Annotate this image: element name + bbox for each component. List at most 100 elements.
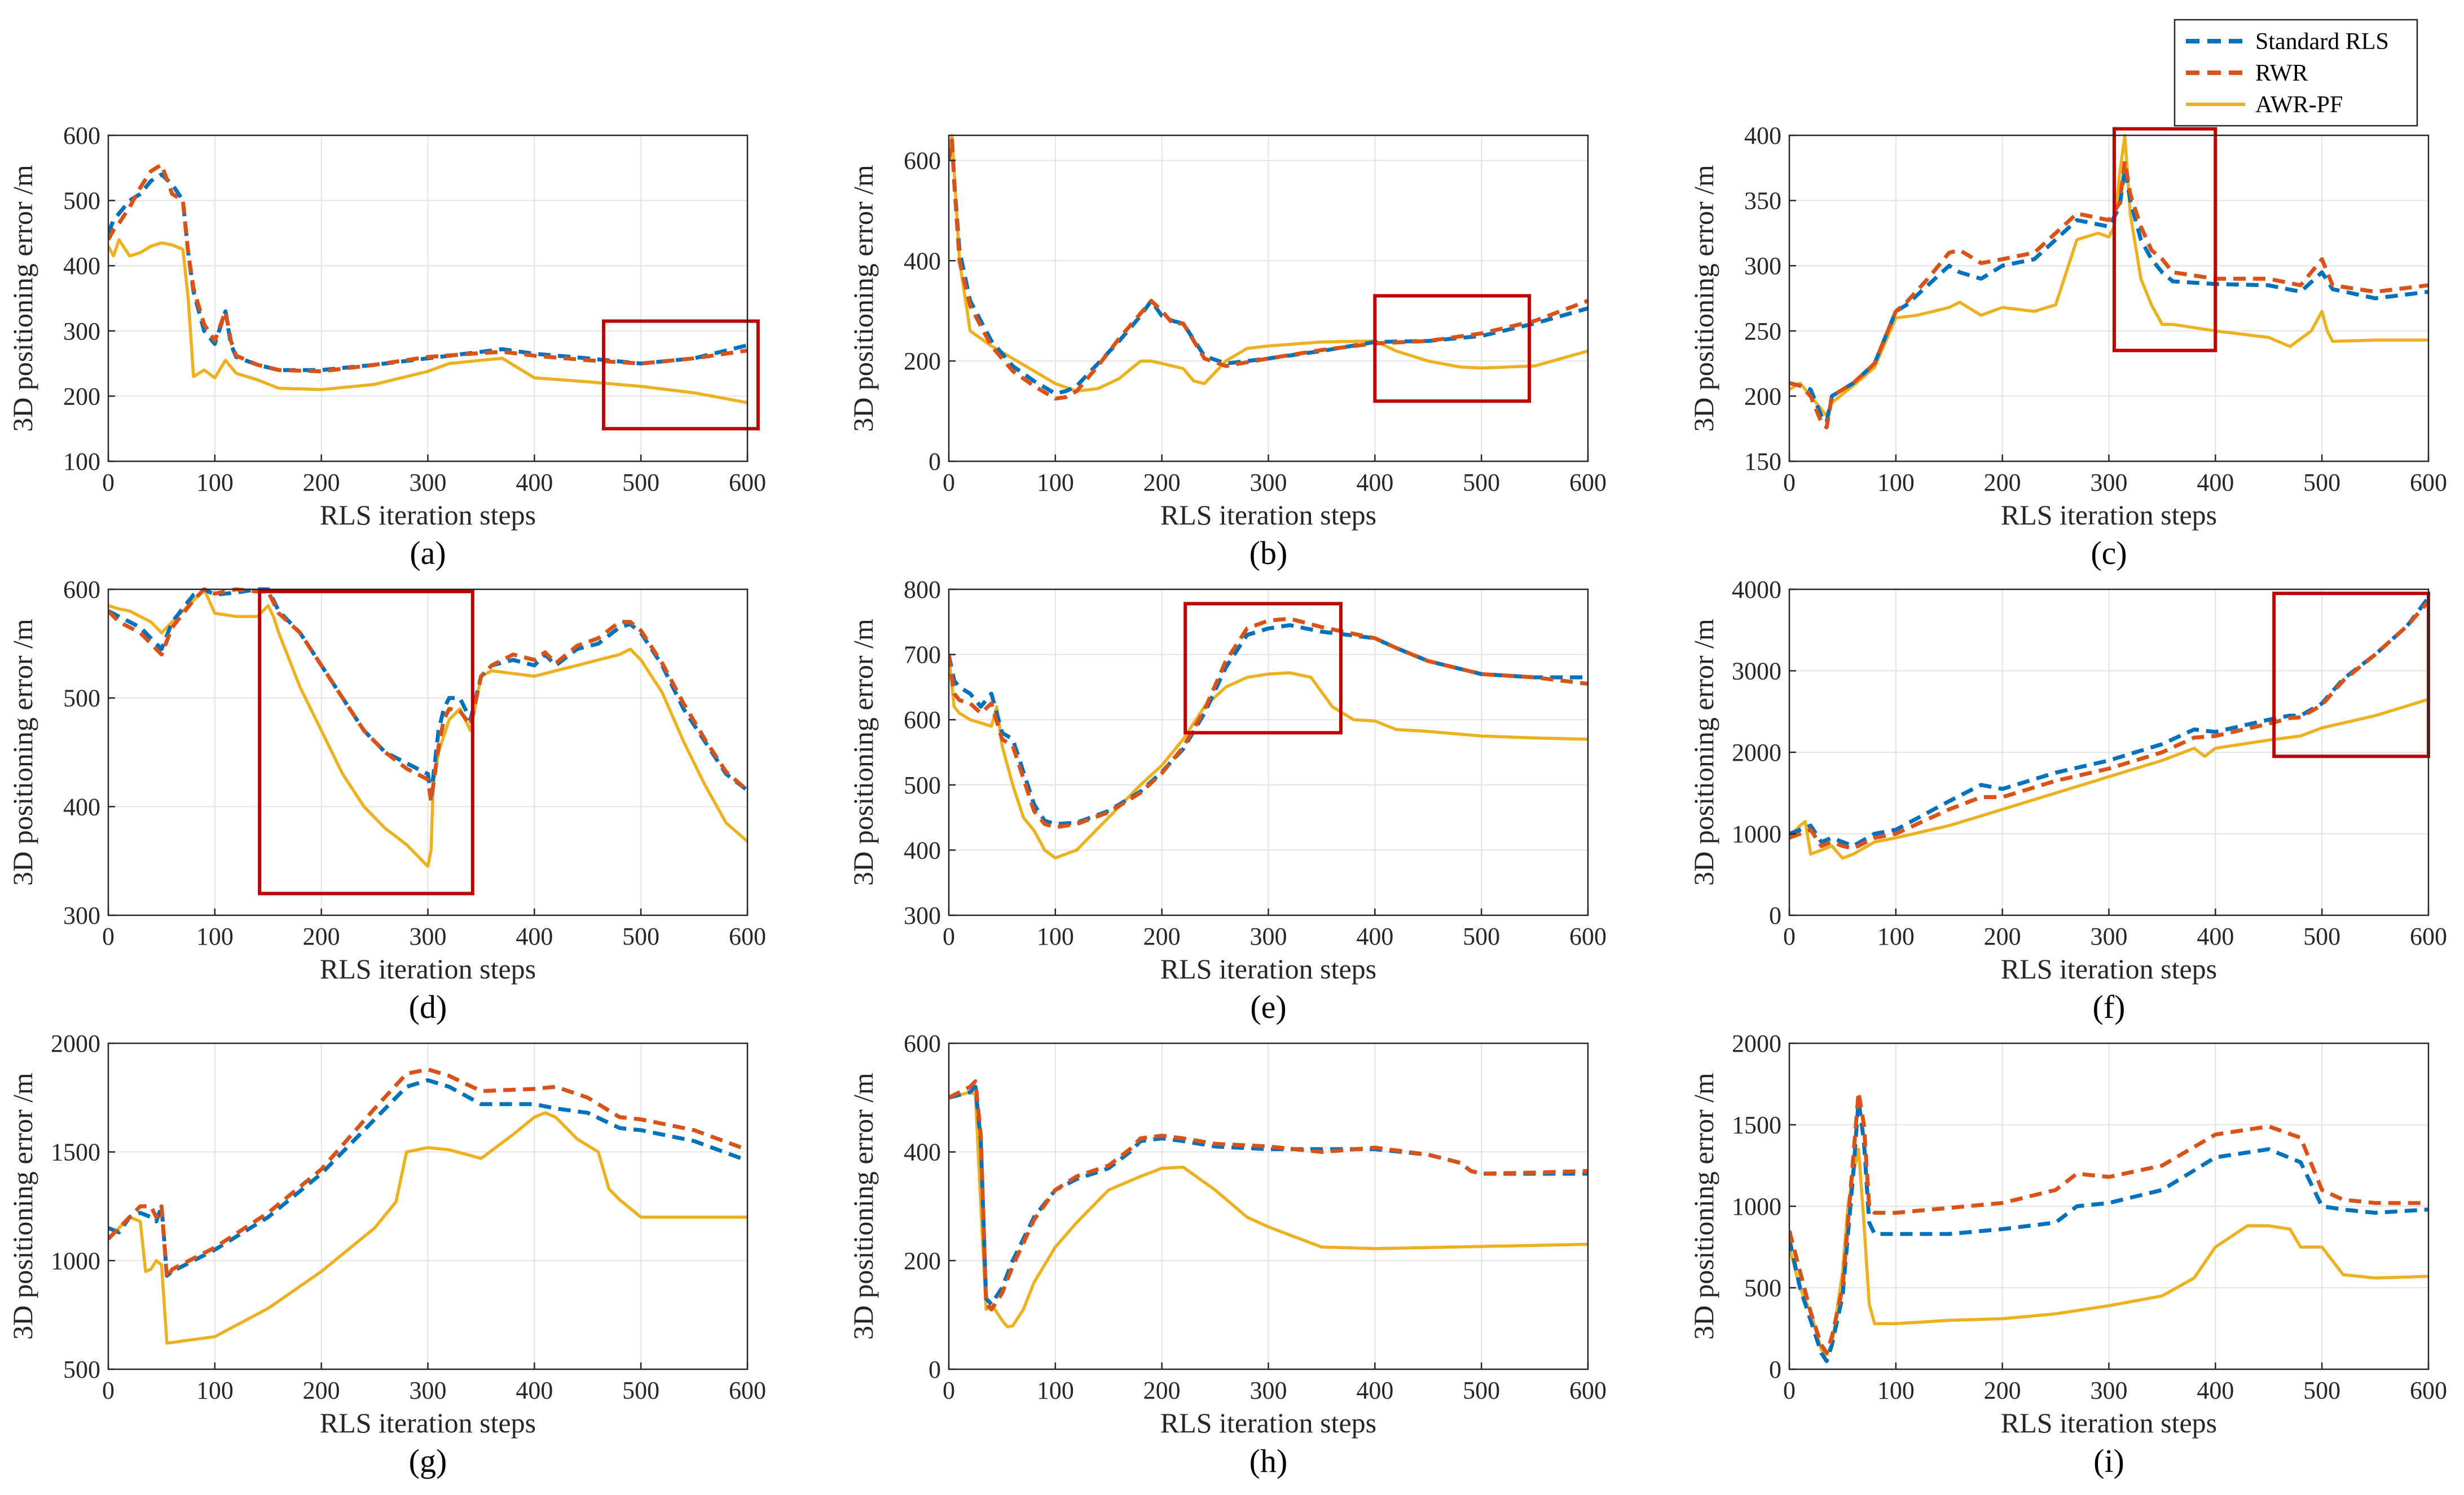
x-tick-label: 0 <box>102 923 115 950</box>
x-tick-label: 0 <box>1783 923 1796 950</box>
x-tick-label: 200 <box>1143 469 1181 496</box>
x-tick-label: 500 <box>2303 469 2340 496</box>
x-tick-label: 100 <box>1037 1377 1074 1404</box>
x-tick-label: 400 <box>2197 923 2234 950</box>
y-tick-label: 600 <box>63 576 100 603</box>
x-tick-label: 100 <box>196 923 234 950</box>
subplot-g: 0 100 200 300 400 500 600 500 1000 1500 2000 RLS it… <box>7 1030 766 1479</box>
y-tick-label: 150 <box>1744 448 1781 475</box>
x-tick-label: 0 <box>943 923 955 950</box>
y-tick-label: 800 <box>904 576 941 603</box>
series-line-rwr <box>108 162 747 373</box>
x-tick-label: 0 <box>102 1377 115 1404</box>
y-tick-label: 0 <box>1769 1356 1781 1383</box>
x-tick-label: 400 <box>2197 469 2234 496</box>
x-tick-label: 400 <box>2197 1377 2234 1404</box>
x-tick-label: 600 <box>2410 1377 2447 1404</box>
x-axis-label: RLS iteration steps <box>320 1407 536 1439</box>
y-tick-label: 400 <box>63 793 100 821</box>
subplot-grid: 0 100 200 300 400 500 600 100 200 300 400 500 600 RLS… <box>7 122 2447 1479</box>
y-tick-label: 200 <box>63 382 100 410</box>
highlight-box <box>258 589 474 896</box>
x-axis-label: RLS iteration steps <box>1160 1407 1376 1439</box>
x-tick-label: 200 <box>1984 469 2021 496</box>
x-tick-label: 500 <box>622 923 659 950</box>
x-tick-label: 600 <box>729 1377 766 1404</box>
series-line-standard-rls <box>1789 596 2428 848</box>
y-axis-label: 3D positioning error /m <box>847 619 879 886</box>
subplot-a: 0 100 200 300 400 500 600100200300400500600RLS… <box>7 122 766 571</box>
y-tick-label: 400 <box>904 247 941 275</box>
x-tick-label: 600 <box>2410 923 2447 950</box>
y-tick-label: 600 <box>904 147 941 174</box>
x-tick-label: 400 <box>516 469 553 496</box>
y-tick-label: 300 <box>63 317 100 345</box>
y-tick-label: 600 <box>904 706 941 734</box>
y-axis-label: 3D positioning error /m <box>7 619 38 886</box>
y-tick-label: 200 <box>1744 382 1781 410</box>
x-tick-label: 200 <box>1984 1377 2021 1404</box>
y-tick-label: 700 <box>904 641 941 669</box>
y-tick-label: 500 <box>904 771 941 799</box>
y-tick-label: 1500 <box>51 1139 100 1166</box>
x-tick-label: 200 <box>303 923 340 950</box>
x-tick-label: 400 <box>516 1377 553 1404</box>
y-tick-label: 600 <box>904 1030 941 1057</box>
x-tick-label: 600 <box>1569 923 1607 950</box>
panel-label: (d) <box>409 989 447 1025</box>
y-axis-label: 3D positioning error /m <box>7 1073 38 1340</box>
y-tick-label: 500 <box>63 685 100 712</box>
panel-label: (a) <box>410 535 446 571</box>
x-tick-label: 200 <box>1143 1377 1181 1404</box>
x-tick-label: 300 <box>1250 923 1287 950</box>
y-tick-label: 350 <box>1744 187 1781 215</box>
x-tick-label: 600 <box>1569 1377 1607 1404</box>
x-tick-label: 0 <box>943 1377 955 1404</box>
y-tick-label: 500 <box>1744 1275 1781 1302</box>
subplot-d: 0 100 200 300 400 500 600 300 400 500 600 RLS itera… <box>7 576 766 1025</box>
y-tick-label: 400 <box>1744 122 1781 149</box>
x-axis-label: RLS iteration steps <box>320 953 536 985</box>
y-tick-label: 1000 <box>1732 821 1781 848</box>
highlight-box <box>1373 294 1532 403</box>
x-tick-label: 600 <box>729 923 766 950</box>
x-tick-label: 400 <box>1356 923 1393 950</box>
y-tick-label: 0 <box>929 448 941 475</box>
series-line-awr-pf <box>949 134 1588 393</box>
y-tick-label: 500 <box>63 1356 100 1383</box>
legend: Standard RLS RWR AWR-PF <box>2173 19 2418 127</box>
x-tick-label: 100 <box>1037 923 1074 950</box>
y-tick-label: 2000 <box>1732 739 1781 766</box>
y-tick-label: 300 <box>904 902 941 929</box>
highlight-box <box>1183 602 1343 735</box>
panel-label: (b) <box>1249 535 1288 571</box>
x-tick-label: 500 <box>2303 1377 2340 1404</box>
x-tick-label: 400 <box>516 923 553 950</box>
x-tick-label: 500 <box>1463 1377 1500 1404</box>
series-line-awr-pf <box>108 238 747 404</box>
legend-label-awr-pf: AWR-PF <box>2255 92 2343 118</box>
y-tick-label: 0 <box>929 1356 941 1383</box>
series-line-rwr <box>949 616 1588 830</box>
y-tick-label: 400 <box>904 836 941 864</box>
y-tick-label: 300 <box>63 902 100 929</box>
panel-label: (g) <box>409 1443 447 1479</box>
panel-label: (f) <box>2093 989 2126 1025</box>
subplot-f: 0 100 200 300 400 500 600 0 1000 2000 3000 4000 RLS … <box>1688 576 2447 1025</box>
y-tick-label: 2000 <box>51 1030 100 1057</box>
x-tick-label: 600 <box>729 469 766 496</box>
y-axis-label: 3D positioning error /m <box>847 1073 879 1340</box>
y-axis-label: 3D positioning error /m <box>1688 165 1719 432</box>
panel-label: (i) <box>2093 1443 2124 1479</box>
subplot-h: 0 100 200 300 400 500 600 0 200 400 600 RLS iterati… <box>847 1030 1607 1479</box>
x-axis-label: RLS iteration steps <box>320 499 536 531</box>
series-line-rwr <box>1789 1090 2428 1355</box>
legend-label-standard-rls: Standard RLS <box>2255 29 2389 55</box>
y-axis-label: 3D positioning error /m <box>1688 1073 1719 1340</box>
series-line-rwr <box>949 138 1588 401</box>
x-tick-label: 100 <box>1037 469 1074 496</box>
x-tick-label: 200 <box>303 1377 340 1404</box>
x-axis-label: RLS iteration steps <box>1160 499 1376 531</box>
x-tick-label: 0 <box>1783 469 1796 496</box>
